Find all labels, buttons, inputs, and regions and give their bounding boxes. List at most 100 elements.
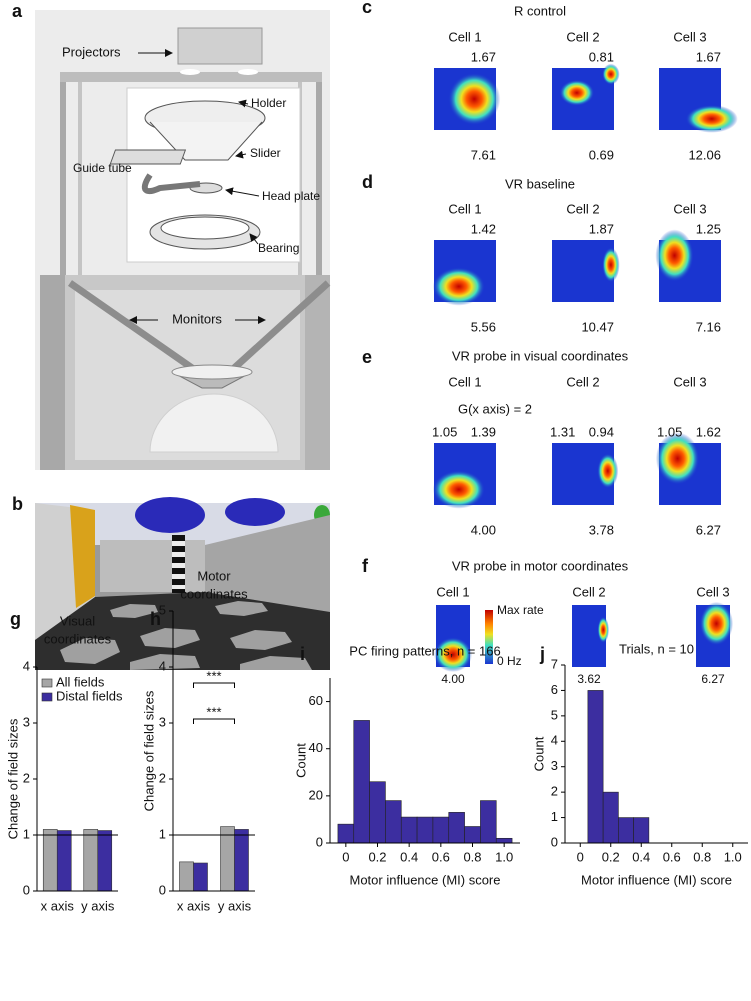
cell-label: Cell 3	[673, 374, 706, 389]
heat-blob	[655, 229, 694, 282]
y-tick-label: 40	[309, 740, 323, 755]
rig-label: Guide tube	[73, 161, 132, 175]
vr-scene-part-part	[172, 585, 185, 589]
colorbar	[485, 610, 493, 664]
heat-blob	[685, 104, 738, 133]
chart-title: coordinates	[44, 631, 112, 646]
bar	[83, 829, 99, 892]
chart-title: Visual	[60, 613, 95, 628]
rig-label: Projectors	[62, 44, 121, 59]
x-tick-label: x axis	[41, 898, 75, 913]
rig-illustration-part	[160, 216, 250, 240]
rig-illustration-part	[109, 149, 187, 165]
heat-blob	[433, 637, 473, 672]
rig-illustration-part	[60, 72, 322, 82]
rig-label: Head plate	[262, 189, 320, 203]
vr-scene-part-part	[172, 541, 185, 546]
panel-label: d	[362, 172, 373, 192]
chart-title: Trials, n = 10	[619, 641, 694, 656]
map-title: R control	[514, 3, 566, 18]
mean-rate: 10.47	[581, 319, 614, 334]
vr-scene-part-part	[140, 628, 200, 648]
peak-rate: 1.39	[471, 424, 496, 439]
y-tick-label: 3	[551, 758, 558, 773]
vr-scene-part-part	[110, 604, 158, 618]
panel-label: f	[362, 556, 369, 576]
panel-label: i	[300, 644, 305, 664]
chart-title: PC firing patterns, n = 166	[349, 643, 500, 658]
cell-label: Cell 3	[696, 584, 729, 599]
heat-blob	[602, 247, 620, 283]
bar	[56, 830, 72, 892]
vr-scene-part	[70, 505, 95, 608]
y-tick-label: 0	[316, 834, 323, 849]
cell-label: Cell 1	[448, 29, 481, 44]
heat-blob	[655, 432, 700, 485]
vr-scene-part-part	[172, 552, 185, 557]
rig-illustration-part	[225, 187, 260, 197]
x-tick-label: 0.8	[693, 849, 711, 864]
axes	[329, 678, 520, 844]
rig-illustration-part	[149, 393, 279, 453]
colorbar-label: Max rate	[497, 603, 544, 617]
cell-label: Cell 2	[566, 29, 599, 44]
x-tick-label: 0.2	[602, 849, 620, 864]
peak-rate: 1.87	[589, 221, 614, 236]
mean-rate: 12.06	[688, 147, 721, 162]
y-tick-label: 5	[551, 707, 558, 722]
mean-rate: 4.00	[441, 672, 465, 686]
rig-illustration-part	[177, 27, 263, 65]
histogram-bar	[448, 812, 465, 844]
bar	[42, 829, 58, 892]
peak-rate-red: 1.31	[550, 424, 575, 439]
significance-bracket	[193, 682, 235, 688]
y-tick-label: 4	[23, 658, 30, 673]
rig-illustration-part	[60, 82, 66, 282]
heat-blob	[432, 470, 485, 509]
peak-rate: 1.25	[696, 221, 721, 236]
x-tick-label: 0.8	[463, 849, 481, 864]
rig-illustration-part	[180, 69, 200, 75]
axes	[172, 611, 255, 892]
x-tick-label: 0	[342, 849, 349, 864]
panel-label: b	[12, 494, 23, 514]
y-tick-label: 2	[551, 784, 558, 799]
rig-illustration-part	[249, 233, 259, 245]
panel-label: g	[10, 609, 21, 629]
rig-illustration-part	[235, 150, 247, 159]
mean-rate: 7.61	[471, 147, 496, 162]
heat-blob	[597, 453, 619, 489]
bar	[179, 861, 194, 892]
axes	[564, 665, 748, 844]
histogram-bar	[385, 800, 402, 844]
x-tick-label: y axis	[81, 898, 115, 913]
legend-label: Distal fields	[56, 688, 123, 703]
heat-blob	[559, 79, 595, 106]
histogram-bar	[633, 817, 650, 844]
vr-scene-part	[205, 515, 330, 612]
x-tick-label: y axis	[218, 898, 252, 913]
mean-rate: 7.16	[696, 319, 721, 334]
heat-blob	[432, 267, 485, 306]
panel-label: e	[362, 347, 372, 367]
y-tick-label: 2	[23, 770, 30, 785]
peak-rate: 1.42	[471, 221, 496, 236]
peak-rate: 1.67	[696, 49, 721, 64]
histogram-bar	[369, 781, 386, 844]
rig-illustration-part	[40, 275, 65, 470]
rig-illustration	[35, 10, 331, 470]
x-tick-label: 0.4	[400, 849, 418, 864]
peak-rate: 0.81	[589, 49, 614, 64]
rig-illustration-part	[316, 82, 322, 282]
histogram-bar	[337, 823, 355, 844]
x-tick-label: 1.0	[495, 849, 513, 864]
vr-scene-part-part	[130, 654, 200, 670]
y-tick-label: 4	[159, 658, 166, 673]
mean-rate: 0.69	[589, 147, 614, 162]
y-tick-label: 0	[23, 882, 30, 897]
vr-scene-part	[135, 497, 205, 533]
histogram-bar	[618, 817, 634, 844]
rig-label: Slider	[250, 146, 281, 160]
vr-scene-part-part	[215, 601, 268, 616]
